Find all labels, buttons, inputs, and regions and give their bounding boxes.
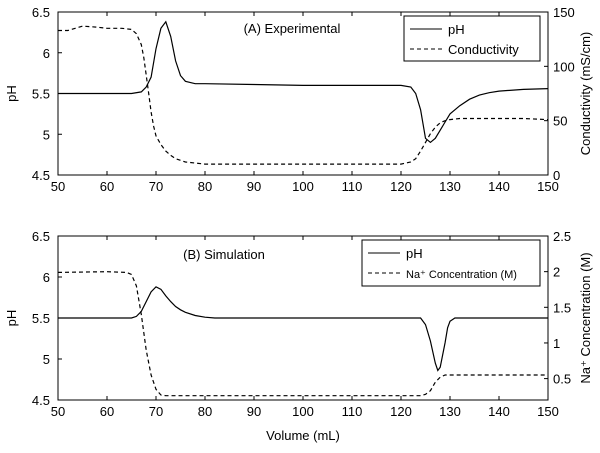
- y-right-tick-label: 1.5: [553, 300, 571, 315]
- legend-label-ph: pH: [406, 246, 423, 261]
- series-line-na-concentration-m: [57, 271, 548, 397]
- y-left-tick-label: 4.5: [32, 393, 50, 408]
- y-left-tick-label: 5: [43, 352, 50, 367]
- y-axis-right-label: Na⁺ Concentration (M): [578, 252, 593, 383]
- x-tick-label: 90: [247, 404, 261, 419]
- x-tick-label: 110: [342, 179, 363, 194]
- x-tick-label: 150: [537, 179, 559, 194]
- legend-label-conductivity: Conductivity: [448, 42, 519, 57]
- axis-ticks: 50 60 70 80 90 100 110 120 130 140 150 4.5 5 5.5 6 6.5 0…: [32, 5, 575, 194]
- y-left-tick-label: 4.5: [32, 168, 50, 183]
- legend-label-na-concentration: Na⁺ Concentration (M): [406, 269, 517, 281]
- x-tick-label: 50: [51, 179, 65, 194]
- x-tick-label: 70: [149, 404, 163, 419]
- y-left-tick-label: 6.5: [32, 5, 50, 20]
- y-left-tick-label: 5.5: [32, 87, 50, 102]
- x-tick-label: 120: [390, 179, 412, 194]
- y-right-tick-label: 0: [553, 168, 560, 183]
- y-right-tick-label: 50: [553, 114, 567, 129]
- x-tick-label: 60: [100, 179, 114, 194]
- panel-simulation: 50 60 70 80 90 100 110 120 130 140 150 4.5 5 5.5 6 6.5 0…: [4, 229, 593, 443]
- x-tick-label: 70: [149, 179, 163, 194]
- x-tick-label: 80: [198, 179, 212, 194]
- series-line-ph: [58, 286, 548, 372]
- series-lines: [58, 20, 549, 165]
- series-line-conductivity: [58, 25, 549, 165]
- y-right-tick-label: 1: [553, 336, 560, 351]
- legend-label-ph: pH: [448, 22, 465, 37]
- x-tick-label: 50: [51, 404, 65, 419]
- y-right-tick-label: 2: [553, 265, 560, 280]
- series-line-ph: [58, 20, 549, 144]
- y-left-tick-label: 6: [43, 46, 50, 61]
- y-left-tick-label: 6.5: [32, 229, 50, 244]
- legend: pH Conductivity: [403, 15, 541, 62]
- series-lines: [57, 271, 548, 397]
- x-tick-label: 130: [439, 179, 461, 194]
- panel-experimental: 50 60 70 80 90 100 110 120 130 140 150 4.5 5 5.5 6 6.5 0…: [4, 5, 593, 194]
- y-right-tick-label: 2.5: [553, 229, 571, 244]
- legend-box: [403, 15, 541, 62]
- x-tick-label: 140: [488, 179, 510, 194]
- x-tick-label: 80: [198, 404, 212, 419]
- x-tick-label: 140: [488, 404, 510, 419]
- y-right-tick-label: 150: [553, 5, 575, 20]
- x-tick-label: 100: [292, 179, 314, 194]
- panel-title: (B) Simulation: [183, 247, 265, 262]
- panel-title: (A) Experimental: [244, 21, 341, 36]
- legend-box: [361, 239, 541, 287]
- x-tick-label: 100: [292, 404, 314, 419]
- y-right-tick-label: 100: [553, 59, 575, 74]
- x-tick-label: 150: [537, 404, 559, 419]
- x-axis-label: Volume (mL): [266, 428, 340, 443]
- axis-ticks: 50 60 70 80 90 100 110 120 130 140 150 4.5 5 5.5 6 6.5 0…: [32, 229, 571, 419]
- y-axis-right-label: Conductivity (mS/cm): [578, 32, 593, 156]
- y-right-tick-label: 0.5: [553, 372, 571, 387]
- x-tick-label: 130: [439, 404, 461, 419]
- y-axis-left-label: pH: [4, 85, 19, 102]
- y-left-tick-label: 5: [43, 127, 50, 142]
- legend: pH Na⁺ Concentration (M): [361, 239, 541, 287]
- y-axis-left-label: pH: [4, 310, 19, 327]
- x-tick-label: 60: [100, 404, 114, 419]
- y-left-tick-label: 5.5: [32, 311, 50, 326]
- x-tick-label: 90: [247, 179, 261, 194]
- y-left-tick-label: 6: [43, 270, 50, 285]
- x-tick-label: 110: [342, 404, 363, 419]
- x-tick-label: 120: [390, 404, 412, 419]
